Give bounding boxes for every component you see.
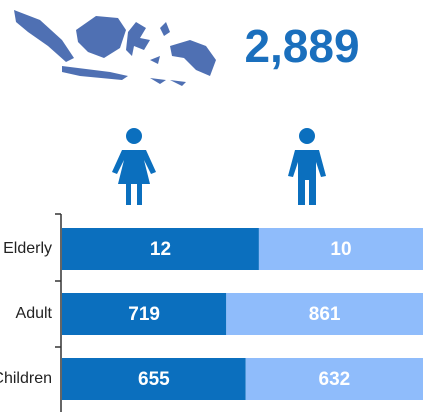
bar-segment <box>258 228 423 270</box>
category-label: Elderly <box>3 240 52 257</box>
bar-segment <box>226 293 423 335</box>
value-label: 12 <box>150 239 171 260</box>
value-label: 655 <box>138 369 170 390</box>
value-label: 719 <box>128 304 160 325</box>
bar-segment <box>245 358 423 400</box>
indonesia-map <box>14 10 216 86</box>
total: 2,889 <box>244 20 359 72</box>
axis <box>55 213 62 412</box>
category-label: Children <box>0 370 52 387</box>
male-icon <box>288 128 326 205</box>
value-label: 10 <box>330 239 351 260</box>
bar-segment <box>62 358 246 400</box>
bar-segment <box>62 293 227 335</box>
category-label: Adult <box>16 305 53 322</box>
female-icon <box>112 128 156 205</box>
bar-segment <box>62 228 259 270</box>
value-label: 861 <box>309 304 341 325</box>
value-label: 632 <box>319 369 351 390</box>
